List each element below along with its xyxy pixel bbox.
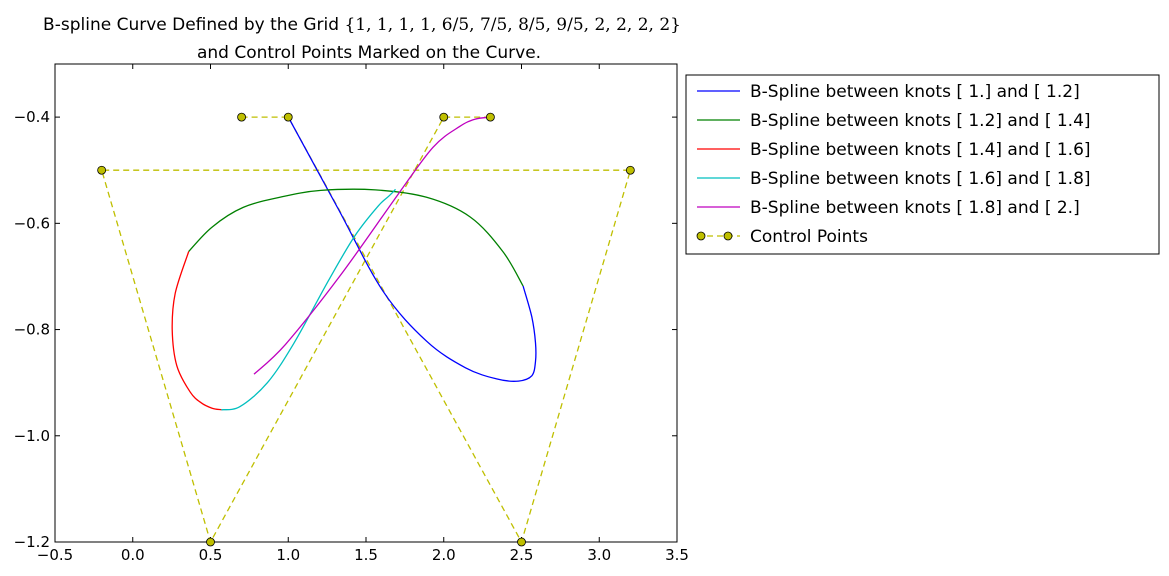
plot-area: −0.5 0.0 0.5 1.0 1.5 2.0 2.5 3.0 3.5 −0.4 −0.6 −0.8… bbox=[14, 63, 689, 564]
control-point-marker bbox=[485, 112, 495, 122]
x-tick-label: 2.0 bbox=[432, 546, 456, 564]
control-point-marker bbox=[517, 537, 526, 547]
y-tick-label: −0.8 bbox=[14, 321, 50, 339]
spline-segment-3 bbox=[171, 251, 222, 411]
control-point-marker bbox=[97, 165, 107, 175]
control-polygon-line bbox=[100, 116, 632, 542]
legend-label-1: B-Spline between knots [ 1.] and [ 1.2] bbox=[750, 82, 1080, 102]
chart-title-line2: and Control Points Marked on the Curve. bbox=[197, 43, 541, 63]
chart-title: B-spline Curve Defined by the Grid {1, 1… bbox=[43, 15, 681, 63]
spline-segment-1 bbox=[287, 116, 537, 382]
y-tick-label: −0.6 bbox=[14, 214, 50, 232]
control-point-marker bbox=[625, 165, 635, 175]
chart-title-text: B-spline Curve Defined by the Grid bbox=[43, 15, 344, 35]
legend-label-3: B-Spline between knots [ 1.4] and [ 1.6] bbox=[750, 140, 1091, 160]
legend: B-Spline between knots [ 1.] and [ 1.2] B… bbox=[685, 74, 1160, 255]
control-point-marker bbox=[439, 112, 449, 122]
axes-frame bbox=[54, 63, 678, 543]
legend-label-4: B-Spline between knots [ 1.6] and [ 1.8] bbox=[750, 169, 1091, 189]
x-tick-label: 3.0 bbox=[587, 546, 611, 564]
legend-marker-control bbox=[723, 231, 733, 241]
x-tick-label: 0.0 bbox=[121, 546, 145, 564]
y-tick-label: −0.4 bbox=[14, 108, 50, 126]
x-tick-label: 3.5 bbox=[665, 546, 689, 564]
legend-label-2: B-Spline between knots [ 1.2] and [ 1.4] bbox=[750, 111, 1091, 131]
y-tick-label: −1.0 bbox=[14, 427, 50, 445]
spline-segment-5 bbox=[253, 116, 491, 375]
chart-title-line1: B-spline Curve Defined by the Grid {1, 1… bbox=[43, 15, 681, 35]
legend-box bbox=[685, 74, 1160, 255]
y-tick-label: −1.2 bbox=[14, 533, 50, 551]
x-tick-label: −0.5 bbox=[37, 546, 73, 564]
legend-marker-control bbox=[696, 231, 706, 241]
x-tick-label: 1.5 bbox=[354, 546, 378, 564]
legend-label-5: B-Spline between knots [ 1.8] and [ 2.] bbox=[750, 198, 1080, 218]
control-point-marker bbox=[283, 112, 293, 122]
legend-label-control: Control Points bbox=[750, 227, 868, 247]
x-tick-label: 1.0 bbox=[276, 546, 300, 564]
spline-segment-4 bbox=[221, 188, 396, 411]
knot-grid-math: {1, 1, 1, 1, 6/5, 7/5, 8/5, 9/5, 2, 2, 2… bbox=[344, 15, 680, 35]
spline-segment-2 bbox=[188, 188, 524, 287]
control-point-marker bbox=[206, 537, 215, 547]
x-tick-label: 2.5 bbox=[510, 546, 534, 564]
control-point-marker bbox=[237, 112, 247, 122]
x-tick-label: 0.5 bbox=[199, 546, 223, 564]
